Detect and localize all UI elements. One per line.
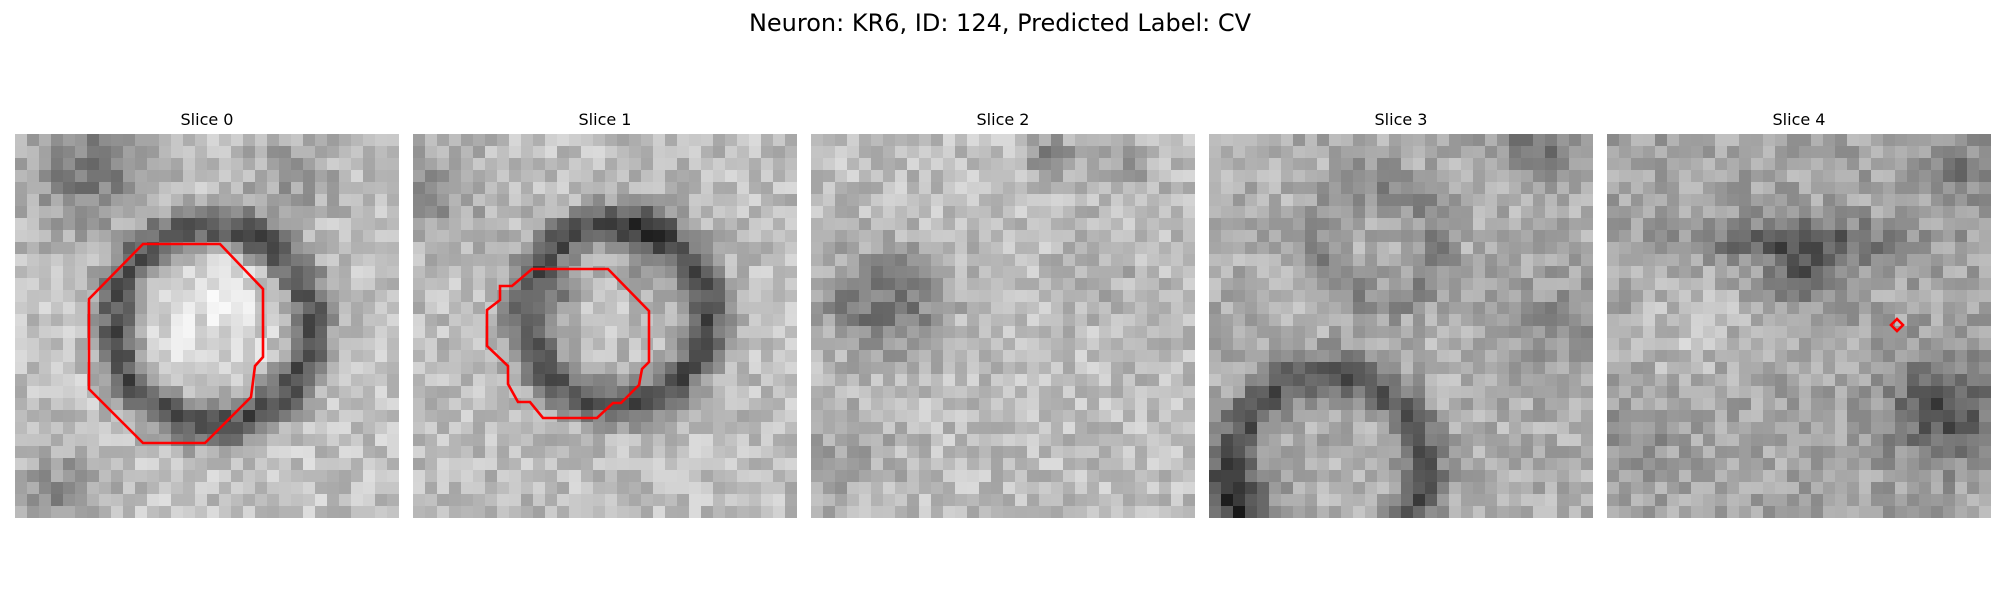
em-image-slice-1 xyxy=(413,134,797,518)
slice-image-4 xyxy=(1607,134,1991,518)
roi-contour-0 xyxy=(87,242,265,445)
roi-contour-overlay-4 xyxy=(1889,317,1905,333)
slice-title-1: Slice 1 xyxy=(578,110,632,129)
slice-image-3 xyxy=(1209,134,1593,518)
slice-panel-3: Slice 3 xyxy=(1209,108,1593,518)
roi-contour-overlay-1 xyxy=(485,267,651,420)
roi-contour-overlay-0 xyxy=(87,242,265,445)
em-image-slice-4 xyxy=(1607,134,1991,518)
em-image-slice-0 xyxy=(15,134,399,518)
slice-image-0 xyxy=(15,134,399,518)
roi-contour-1 xyxy=(485,267,651,420)
slice-panel-4: Slice 4 xyxy=(1607,108,1991,518)
slice-panel-1: Slice 1 xyxy=(413,108,797,518)
slice-title-4: Slice 4 xyxy=(1772,110,1826,129)
slice-image-1 xyxy=(413,134,797,518)
roi-contour-4 xyxy=(1889,317,1905,333)
slice-title-0: Slice 0 xyxy=(180,110,234,129)
slice-panel-0: Slice 0 xyxy=(15,108,399,518)
slice-panel-2: Slice 2 xyxy=(811,108,1195,518)
em-image-slice-2 xyxy=(811,134,1195,518)
em-image-slice-3 xyxy=(1209,134,1593,518)
slice-title-2: Slice 2 xyxy=(976,110,1030,129)
slice-title-3: Slice 3 xyxy=(1374,110,1428,129)
slice-image-2 xyxy=(811,134,1195,518)
figure-title: Neuron: KR6, ID: 124, Predicted Label: C… xyxy=(748,9,1252,37)
